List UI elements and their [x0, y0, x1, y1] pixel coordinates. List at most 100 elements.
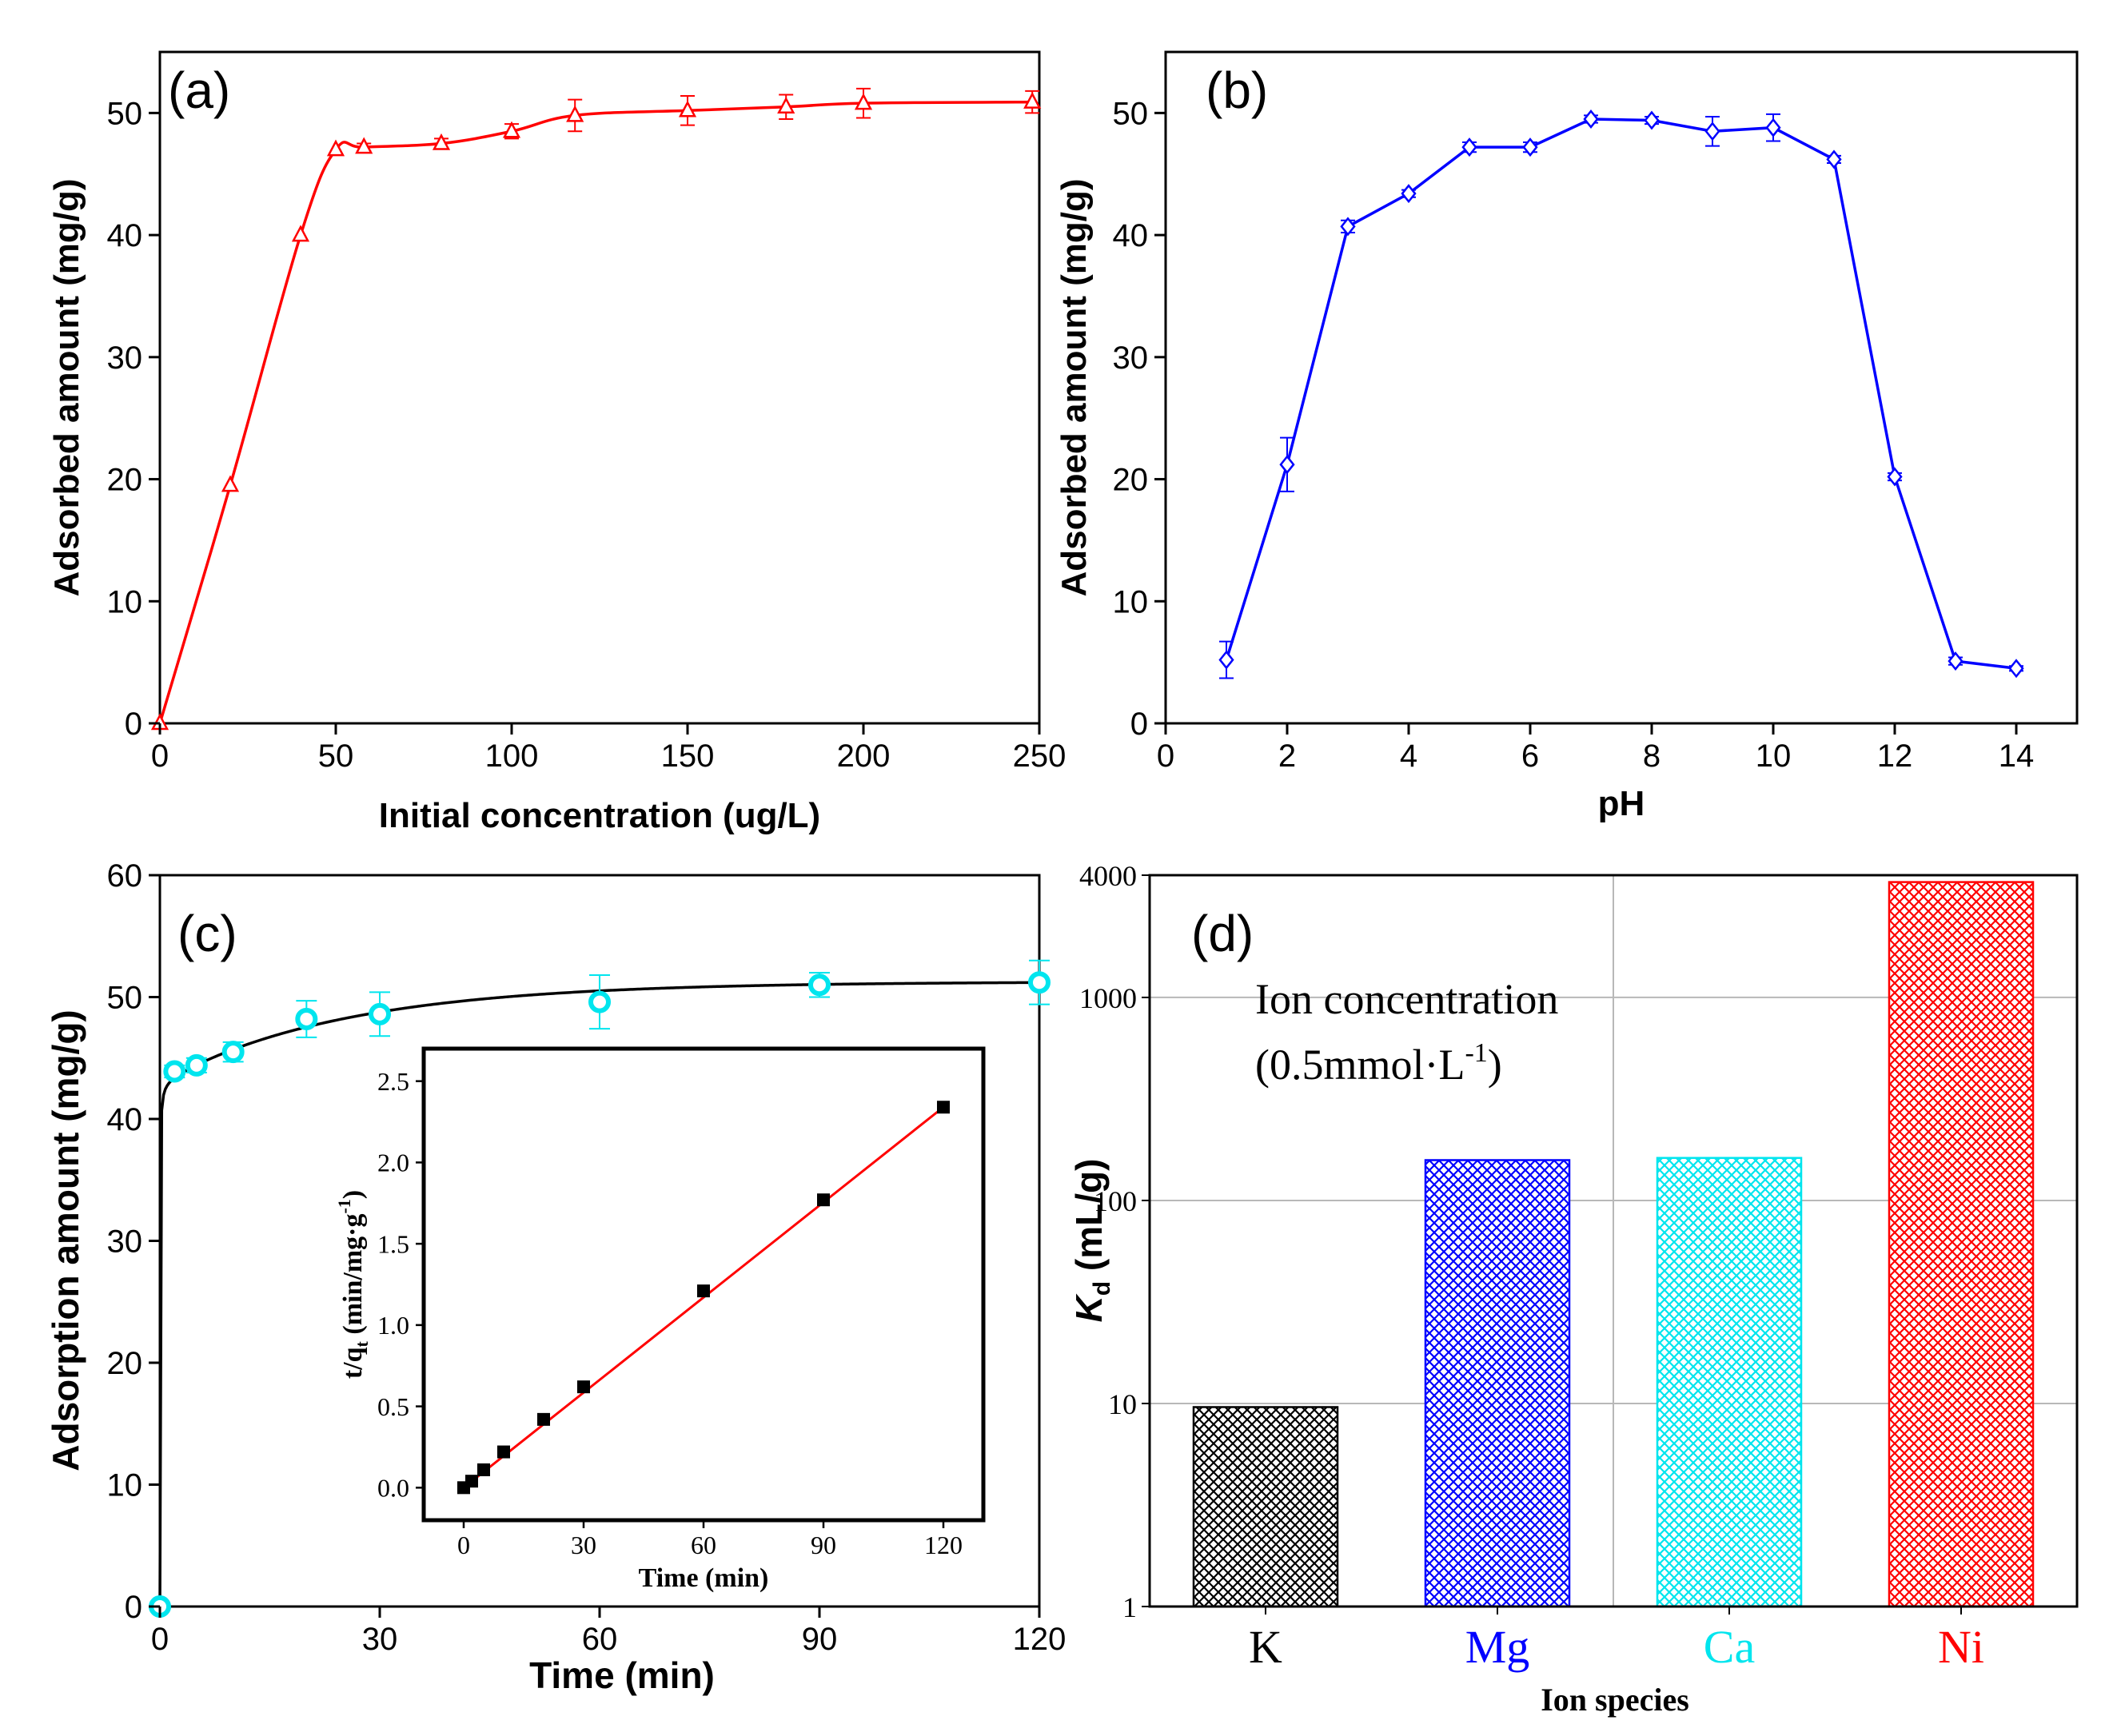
bar: [1888, 881, 2035, 1608]
y-tick-label: 1.0: [377, 1311, 409, 1340]
y-tick-label: 1.5: [377, 1229, 409, 1258]
panel-d-ylabel: Kd (mL/g): [1068, 1159, 1115, 1323]
panel-d-annotation-line1: Ion concentration: [1255, 975, 1558, 1023]
x-tick-label: 0: [151, 1622, 169, 1657]
data-point: [1340, 217, 1356, 237]
inset-data-point: [697, 1284, 710, 1298]
panel-b-ylabel: Adsorbed amount (mg/g): [1055, 178, 1094, 596]
y-tick-label: 50: [1113, 96, 1149, 131]
panel-a-marks: [150, 87, 1042, 731]
inset-ylabel-sub: t: [352, 1340, 372, 1347]
panel-d-ticks: 1 10 100 1000 4000 K Mg Ca Ni: [1079, 860, 1984, 1673]
x-tick-label: 0: [151, 739, 169, 774]
data-point: [1644, 110, 1660, 130]
y-tick-label: 10: [1113, 584, 1149, 619]
inset-ylabel-main: t/q: [338, 1347, 368, 1379]
y-tick-label: 1000: [1079, 982, 1137, 1014]
inset-data-point: [817, 1193, 830, 1207]
data-point: [295, 1007, 318, 1030]
y-tick-label: 20: [107, 1346, 143, 1381]
data-point: [2008, 659, 2024, 679]
x-tick-label: 4: [1400, 739, 1417, 774]
panel-d-ylabel-units: (mL/g): [1068, 1159, 1110, 1281]
y-tick-label: 40: [1113, 218, 1149, 253]
x-tick-label: 2: [1278, 739, 1296, 774]
data-point: [1401, 184, 1417, 204]
data-point: [432, 133, 451, 150]
data-point: [1023, 91, 1042, 109]
inset-ylabel-units: (min/mg·g: [338, 1214, 368, 1342]
data-point: [1028, 971, 1051, 994]
bar: [1424, 1159, 1571, 1608]
panel-a-xlabel: Initial concentration (ug/L): [379, 796, 820, 835]
data-point: [291, 225, 310, 242]
x-tick-label: Ni: [1938, 1621, 1984, 1673]
data-point: [326, 139, 345, 157]
x-tick-label: 90: [811, 1531, 836, 1559]
y-tick-label: 40: [107, 218, 143, 253]
panel-d-marks: [1192, 881, 2035, 1608]
data-point: [221, 475, 240, 492]
panel-c-ylabel: Adsorption amount (mg/g): [45, 1009, 86, 1471]
x-tick-label: 6: [1521, 739, 1539, 774]
x-tick-label: 50: [318, 739, 354, 774]
panel-c-marks: [149, 959, 1051, 1618]
x-tick-label: K: [1249, 1621, 1282, 1673]
y-tick-label: 30: [107, 340, 143, 376]
y-tick-label: 100: [1094, 1185, 1137, 1217]
data-point: [1765, 117, 1781, 137]
data-point: [854, 93, 873, 110]
data-point: [566, 105, 584, 122]
y-tick-label: 2.0: [377, 1149, 409, 1177]
panel-d-ylabel-main: K: [1068, 1293, 1110, 1322]
panel-c-chart: 0 30 60 90 120 0 10 20 30 40 50 60 (c) Time (min) A…: [45, 858, 1066, 1696]
x-tick-label: 200: [837, 739, 891, 774]
data-point: [185, 1053, 208, 1077]
inset-ylabel: t/qt (min/mg·g-1): [334, 1190, 372, 1379]
y-tick-label: 0.0: [377, 1474, 409, 1503]
y-tick-label: 60: [107, 858, 143, 894]
series-line: [158, 100, 1033, 724]
x-tick-label: 0: [457, 1531, 470, 1559]
data-point: [678, 100, 697, 117]
inset-data-point: [537, 1412, 550, 1426]
series-line: [1225, 117, 2017, 671]
x-tick-label: 120: [924, 1531, 963, 1559]
panel-d-frame: [1148, 874, 2079, 1608]
x-tick-label: 30: [362, 1622, 398, 1657]
x-tick-label: 60: [691, 1531, 716, 1559]
panel-d-annotation-line2: (0.5mmol·L-1): [1255, 1038, 1502, 1089]
panel-d-label: (d): [1191, 905, 1254, 962]
x-tick-label: 10: [1756, 739, 1792, 774]
bar: [1192, 1406, 1339, 1608]
data-point: [588, 990, 611, 1013]
panel-c-xlabel: Time (min): [529, 1654, 715, 1696]
x-tick-label: 90: [802, 1622, 838, 1657]
panel-d-xlabel: Ion species: [1541, 1682, 1689, 1718]
bar: [1656, 1157, 1803, 1608]
panel-c-label: (c): [177, 905, 237, 962]
data-point: [163, 1060, 186, 1083]
data-point: [502, 121, 521, 138]
panel-b-xlabel: pH: [1598, 784, 1645, 823]
panel-a-ylabel: Adsorbed amount (mg/g): [47, 178, 86, 596]
data-point: [1948, 651, 1964, 671]
y-tick-label: 10: [107, 584, 143, 619]
data-point: [1461, 137, 1477, 157]
y-tick-label: 4000: [1079, 860, 1137, 892]
inset-xlabel: Time (min): [639, 1563, 769, 1593]
y-tick-label: 30: [107, 1224, 143, 1260]
annotation-line2-close: ): [1488, 1041, 1502, 1089]
data-point: [355, 137, 373, 154]
y-tick-label: 30: [1113, 340, 1149, 376]
x-tick-label: 14: [1999, 739, 2035, 774]
panel-a-label: (a): [168, 62, 230, 119]
inset-marks: [457, 1101, 950, 1495]
panel-b-marks: [1218, 109, 2024, 679]
y-tick-label: 50: [107, 981, 143, 1016]
y-tick-label: 0.5: [377, 1392, 409, 1421]
panel-b-ticks: 0 2 4 6 8 10 12 14 0 10 20 30 40 50: [1113, 96, 2035, 774]
panel-d-chart: 1 10 100 1000 4000 K Mg Ca Ni (d) Ion concentrat…: [1068, 860, 2079, 1718]
